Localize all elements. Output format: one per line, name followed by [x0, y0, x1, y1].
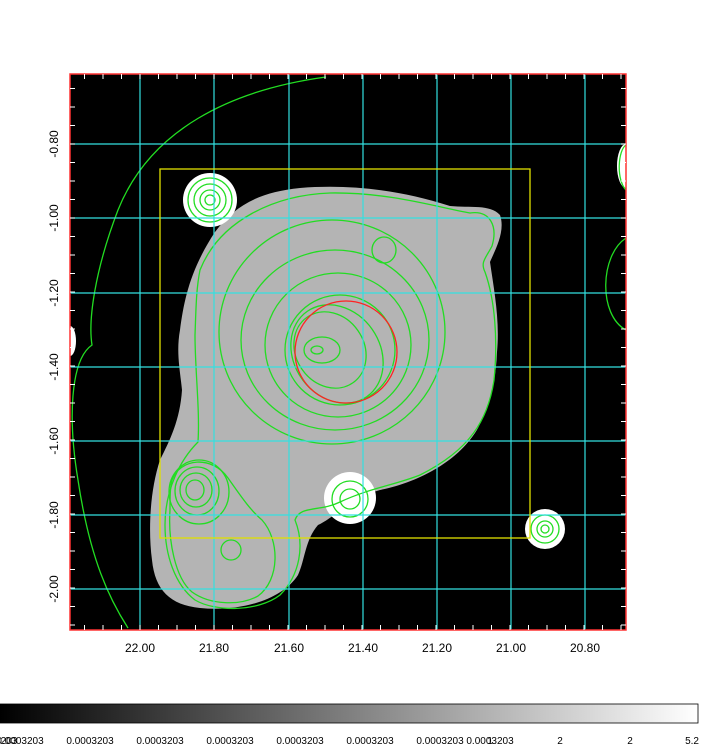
emission-region [150, 186, 502, 609]
point-source-contour [339, 488, 361, 510]
point-source-contour [199, 189, 221, 211]
colorbar-label: 0.0003203 [416, 736, 464, 747]
subcluster-contour [168, 459, 230, 525]
coordinate-grid [70, 74, 626, 630]
outer-contour [71, 76, 327, 629]
colorbar-label: 0.0003203 [276, 736, 324, 747]
colorbar-label: 2 [627, 736, 633, 747]
cluster-contour [218, 219, 446, 445]
cluster-contour [284, 294, 396, 406]
source-patch [183, 173, 237, 227]
region-circle[interactable] [294, 300, 398, 404]
point-source-contour [204, 194, 216, 206]
y-tick-label: -1.00 [47, 204, 61, 232]
y-tick-label: -2.00 [47, 575, 61, 603]
cluster-contour [303, 336, 341, 364]
colorbar-label: 0.0003203 [0, 736, 18, 747]
colorbar-label: 0.0003203 [136, 736, 184, 747]
colorbar-label: 0.0003203 [346, 736, 394, 747]
point-source-contour [540, 524, 550, 534]
y-axis-ticks: -0.80 -1.00 -1.20 -1.40 -1.60 -1.80 -2.0… [47, 130, 61, 603]
y-tick-label: -1.20 [47, 279, 61, 307]
edge-contour [618, 144, 626, 191]
y-tick-label: -1.80 [47, 501, 61, 529]
cluster-contour [310, 345, 324, 355]
y-tick-label: -1.40 [47, 353, 61, 381]
minor-ticks [70, 74, 626, 630]
x-tick-label: 21.40 [348, 641, 378, 655]
y-tick-label: -0.80 [47, 130, 61, 158]
image-frame[interactable] [64, 73, 635, 631]
colorbar-labels: 0.0003203 0.0003203 0.0003203 0.0003203 … [0, 736, 699, 747]
source-patch [617, 144, 626, 188]
cluster-contour [164, 192, 497, 610]
point-source-contour [187, 177, 233, 223]
source-patch [70, 326, 76, 356]
subcluster-contour [169, 461, 276, 604]
x-tick-label: 21.80 [199, 641, 229, 655]
colorbar-label: 0.0003203 [66, 736, 114, 747]
colorbar-label: 2 [557, 736, 563, 747]
colorbar-label: 0.0003203 [466, 736, 514, 747]
cluster-contour [371, 236, 397, 264]
y-tick-label: -1.60 [47, 427, 61, 455]
cluster-contour [293, 311, 367, 389]
x-tick-label: 21.60 [274, 641, 304, 655]
x-axis-ticks: 22.00 21.80 21.60 21.40 21.20 21.00 20.8… [125, 641, 600, 655]
colorbar-label: 0.0003203 [206, 736, 254, 747]
subcluster-contour [185, 479, 205, 501]
x-tick-label: 21.20 [422, 641, 452, 655]
colorbar-label: 1 [487, 736, 493, 747]
point-source-contour [193, 183, 227, 217]
colorbar-label: 5.2 [685, 736, 699, 747]
cluster-contour [240, 249, 430, 431]
subcluster-contour [220, 539, 242, 561]
cluster-contour [264, 272, 412, 418]
region-box[interactable] [159, 168, 531, 539]
point-source-contour [331, 480, 369, 518]
plot-border [69, 73, 627, 631]
colorbar-label: 0.0003203 [0, 736, 44, 747]
x-tick-label: 22.00 [125, 641, 155, 655]
subcluster-contour [179, 472, 213, 508]
colorbar[interactable]: 0.0003203 0.0003203 0.0003203 0.0003203 … [0, 703, 699, 747]
colorbar-gradient[interactable] [0, 703, 699, 724]
edge-contour [605, 237, 626, 331]
x-tick-label: 21.00 [496, 641, 526, 655]
point-source-contour [536, 520, 554, 538]
x-tick-label: 20.80 [570, 641, 600, 655]
